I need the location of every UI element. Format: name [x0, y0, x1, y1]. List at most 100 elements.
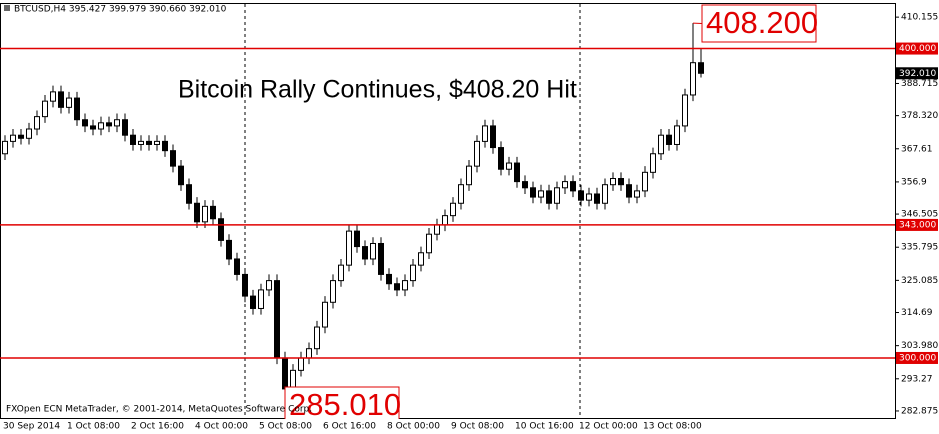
y-tick-label: 346.505 [901, 210, 938, 220]
candle-body [578, 190, 584, 201]
candle-body [594, 193, 600, 204]
candle-body [418, 252, 424, 266]
candle-body [74, 97, 80, 121]
candle-body [442, 215, 448, 226]
candle-body [634, 190, 640, 198]
candle-body [226, 239, 232, 260]
candle-body [298, 357, 304, 371]
candle-body [378, 242, 384, 275]
candle-body [338, 264, 344, 282]
candle-body [530, 187, 536, 198]
candle-body [682, 94, 688, 127]
candle-body [674, 125, 680, 145]
candle-body [346, 230, 352, 266]
x-tick-label: 8 Oct 00:00 [387, 422, 440, 432]
y-tick-label: 335.795 [901, 243, 938, 253]
level-label-box [896, 351, 938, 364]
candle-body [570, 181, 576, 192]
annotation-label: 285.010 [289, 387, 401, 422]
candle-body [98, 122, 104, 130]
candle-body [554, 187, 560, 204]
candle-body [650, 153, 656, 173]
candle-body [498, 147, 504, 170]
candle-body [410, 264, 416, 282]
candle-body [466, 165, 472, 186]
candle-body [186, 184, 192, 204]
headline: Bitcoin Rally Continues, $408.20 Hit [178, 76, 577, 104]
candle-body [138, 140, 144, 145]
candle-body [314, 326, 320, 350]
candle-body [266, 280, 272, 291]
y-tick-label: 293.27 [901, 374, 933, 384]
candle-body [154, 140, 160, 145]
candle-body [210, 205, 216, 220]
x-tick-label: 13 Oct 08:00 [643, 422, 702, 432]
y-tick-label: 303.980 [901, 341, 938, 351]
candle-body [242, 273, 248, 297]
candle-body [34, 116, 40, 130]
y-tick-label: 410.155 [901, 13, 938, 23]
candle-body [434, 224, 440, 235]
candle-body [514, 162, 520, 183]
candle-body [450, 202, 456, 217]
candle-body [58, 91, 64, 108]
level-label: 400.000 [899, 44, 936, 54]
level-label-box [896, 42, 938, 55]
price-label-box [896, 67, 938, 80]
candle-body [602, 184, 608, 204]
candle-body [122, 119, 128, 136]
candle-body [2, 140, 8, 155]
candle-body [666, 134, 672, 145]
candle-body [282, 357, 288, 390]
annotation-box [284, 386, 400, 425]
y-tick-label: 356.9 [901, 177, 927, 187]
candle-body [194, 202, 200, 223]
x-tick-label: 4 Oct 00:00 [195, 422, 248, 432]
candle-body [618, 178, 624, 186]
candle-body [274, 280, 280, 359]
candle-body [458, 184, 464, 204]
candle-body [82, 119, 88, 127]
candle-body [490, 125, 496, 149]
candle-body [690, 62, 696, 96]
candle-body [562, 181, 568, 189]
candle-body [90, 125, 96, 130]
annotation-label: 408.200 [706, 5, 818, 40]
candle-body [26, 128, 32, 139]
candle-body [642, 171, 648, 192]
candle-body [50, 91, 56, 102]
x-tick-label: 1 Oct 08:00 [67, 422, 120, 432]
candle-body [362, 246, 368, 260]
candle-body [370, 242, 376, 260]
x-tick-label: 5 Oct 08:00 [259, 422, 312, 432]
candle-body [290, 369, 296, 390]
y-tick-label: 282.875 [901, 406, 938, 416]
plot-frame [0, 3, 896, 419]
symbol-icon [4, 5, 10, 11]
y-tick-label: 325.085 [901, 276, 938, 286]
candle-body [42, 100, 48, 118]
x-tick-label: 10 Oct 16:00 [515, 422, 574, 432]
candle-body [626, 184, 632, 198]
candle-body [146, 140, 152, 145]
candle-body [250, 295, 256, 309]
candle-body [170, 150, 176, 167]
candle-body [106, 122, 112, 127]
candle-body [394, 283, 400, 291]
candle-body [258, 289, 264, 309]
y-tick-label: 314.69 [901, 308, 933, 318]
candle-body [178, 165, 184, 186]
candle-body [538, 190, 544, 198]
y-tick-label: 378.320 [901, 111, 938, 121]
x-tick-label: 2 Oct 16:00 [131, 422, 184, 432]
candle-body [402, 280, 408, 291]
x-tick-label: 6 Oct 16:00 [323, 422, 376, 432]
candle-body [202, 205, 208, 223]
x-tick-label: 12 Oct 00:00 [579, 422, 638, 432]
candle-body [10, 134, 16, 142]
axis-strip [0, 419, 895, 434]
candle-body [482, 125, 488, 142]
y-tick-label: 367.61 [901, 144, 933, 154]
